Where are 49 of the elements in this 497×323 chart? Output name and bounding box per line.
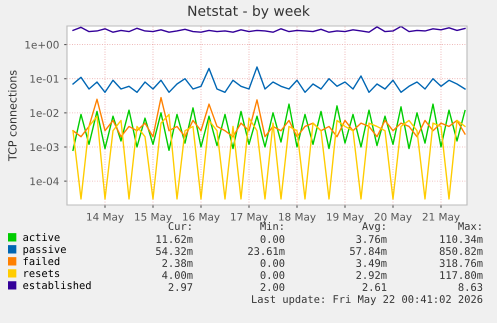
y-tick-label: 1e+00: [25, 40, 59, 49]
text: 11.62m: [156, 235, 193, 244]
text: 0.00: [260, 271, 284, 280]
text: 8.63: [458, 283, 482, 292]
text: 2.61: [362, 283, 386, 292]
text: Max:: [458, 222, 480, 230]
x-tick-label: 19 May: [327, 212, 364, 223]
legend-label: resets: [24, 270, 60, 278]
text: 318.76m: [440, 259, 483, 268]
text: 2.38m: [162, 259, 193, 268]
line-series: [72, 103, 466, 151]
text: 117.80m: [440, 271, 483, 280]
legend-label: active: [23, 233, 60, 242]
text: 54.32m: [156, 247, 193, 256]
chart-title: Netstat - by week: [188, 5, 310, 19]
text: Min:: [260, 222, 282, 230]
text: 3.49m: [356, 259, 387, 268]
line-series: [72, 96, 466, 138]
text: Cur:: [168, 222, 190, 230]
text: 57.84m: [350, 247, 387, 256]
text: 2.97: [168, 283, 192, 292]
y-tick-label: 1e-02: [30, 109, 58, 117]
text: 0.00: [260, 235, 284, 244]
x-tick-label: 18 May: [279, 212, 316, 223]
line-series: [72, 114, 466, 200]
x-tick-label: 15 May: [135, 212, 172, 223]
x-tick-label: 20 May: [374, 212, 412, 223]
x-tick-label: 14 May: [87, 212, 124, 223]
x-tick-label: 21 May: [422, 212, 460, 223]
y-axis-title: TCP connections: [8, 70, 17, 162]
text: 2.00: [260, 283, 284, 292]
y-tick-label: 1e-03: [30, 143, 59, 152]
legend-label: passive: [24, 245, 66, 256]
text: Avg:: [362, 222, 384, 232]
x-tick-label: 17 May: [231, 212, 268, 223]
text: 4.00m: [162, 271, 193, 280]
text: 850.82m: [440, 247, 483, 256]
legend-label: failed: [24, 257, 60, 266]
text: 3.76m: [356, 235, 387, 244]
text: Last update: Fri May 22 00:41:02 2026: [252, 294, 482, 306]
y-tick-label: 1e-04: [30, 177, 59, 186]
y-tick-label: 1e-01: [30, 74, 58, 83]
text: 23.61m: [248, 247, 285, 256]
text: 2.92m: [356, 271, 387, 280]
legend-label: established: [23, 281, 91, 290]
text: 0.00: [260, 259, 284, 268]
line-series: [72, 66, 466, 93]
text: 110.34m: [440, 235, 483, 244]
x-tick-label: 16 May: [183, 212, 220, 223]
